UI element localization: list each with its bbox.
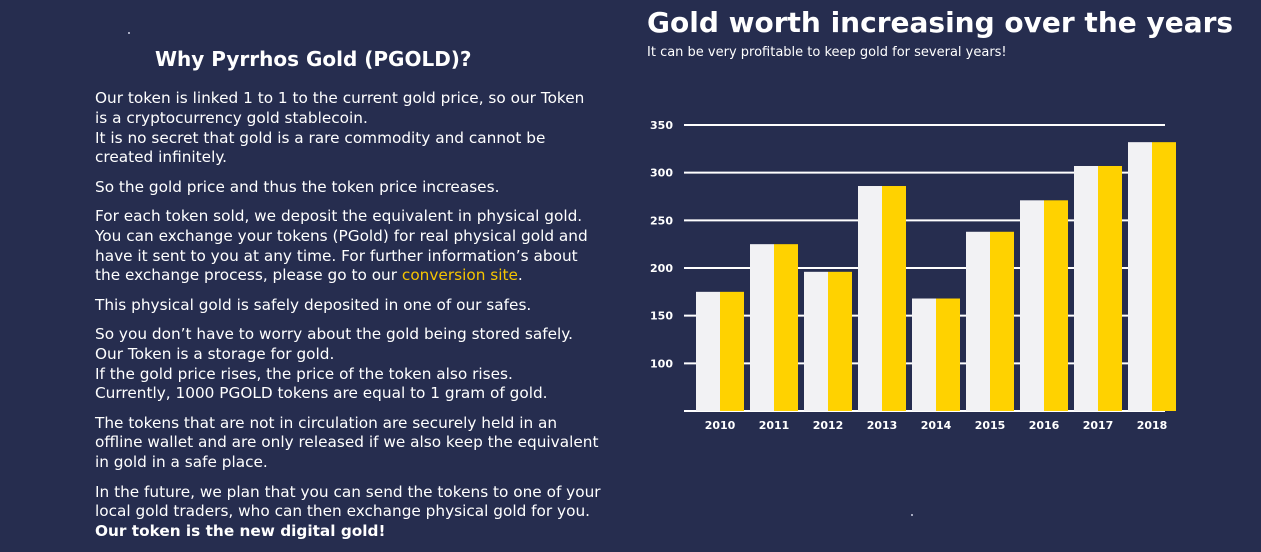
paragraph-price-increase: So the gold price and thus the token pri… <box>95 178 625 198</box>
bar-gold <box>1152 142 1176 411</box>
bar-gold <box>1044 200 1068 411</box>
bar-white <box>804 271 828 411</box>
y-tick-label: 350 <box>650 119 673 132</box>
closing-statement: Our token is the new digital gold! <box>95 522 386 541</box>
bar-white <box>912 298 936 411</box>
text-line: have it sent to you at any time. For fur… <box>95 246 578 265</box>
text-line: local gold traders, who can then exchang… <box>95 502 591 521</box>
paragraph-offline-wallet: The tokens that are not in circulation a… <box>95 414 625 473</box>
paragraph-safes: This physical gold is safely deposited i… <box>95 296 625 316</box>
text-fragment: . <box>517 266 523 285</box>
y-tick-label: 200 <box>650 262 673 275</box>
text-line: is a cryptocurrency gold stablecoin. <box>95 108 368 127</box>
text-line: This physical gold is safely deposited i… <box>95 295 532 314</box>
x-category-label: 2017 <box>1083 419 1114 432</box>
x-category-label: 2014 <box>921 419 952 432</box>
chart-x-labels: 2010 2011 2012 2013 2014 2015 2016 2017 2018 <box>705 419 1168 432</box>
text-line: If the gold price rises, the price of th… <box>95 364 513 383</box>
y-tick-label: 150 <box>650 310 673 323</box>
section-title: Why Pyrrhos Gold (PGOLD)? <box>155 47 472 71</box>
bar-gold <box>828 271 852 411</box>
paragraph-stablecoin: Our token is linked 1 to 1 to the curren… <box>95 89 625 168</box>
bar-white <box>1020 200 1044 411</box>
y-tick-label: 100 <box>650 357 673 370</box>
chart-y-ticks: 100 150 200 250 300 350 <box>650 119 673 370</box>
x-category-label: 2013 <box>867 419 898 432</box>
text-line: So you don’t have to worry about the gol… <box>95 324 573 343</box>
bar-gold <box>936 298 960 411</box>
y-tick-label: 250 <box>650 214 673 227</box>
x-category-label: 2010 <box>705 419 736 432</box>
x-category-label: 2016 <box>1029 419 1060 432</box>
text-line: For each token sold, we deposit the equi… <box>95 206 583 225</box>
y-tick-label: 300 <box>650 167 673 180</box>
text-line: It is no secret that gold is a rare comm… <box>95 128 546 147</box>
bar-white <box>696 291 720 411</box>
x-category-label: 2011 <box>759 419 790 432</box>
bar-white <box>858 186 882 411</box>
text-line: created infinitely. <box>95 148 228 167</box>
x-category-label: 2018 <box>1137 419 1168 432</box>
x-category-label: 2015 <box>975 419 1006 432</box>
bar-gold <box>1098 165 1122 411</box>
text-line: So the gold price and thus the token pri… <box>95 177 500 196</box>
chart-section-subtitle: It can be very profitable to keep gold f… <box>647 45 1007 60</box>
text-line: the exchange process, please go to our c… <box>95 266 625 286</box>
decorative-dot <box>128 32 130 34</box>
bar-white <box>1128 142 1152 411</box>
bar-gold <box>882 186 906 411</box>
text-line: Currently, 1000 PGOLD tokens are equal t… <box>95 384 548 403</box>
conversion-site-link[interactable]: conversion site <box>401 266 518 285</box>
text-fragment: the exchange process, please go to our <box>95 266 402 285</box>
chart-bars <box>696 142 1176 411</box>
bar-white <box>750 244 774 411</box>
bar-gold <box>720 291 744 411</box>
x-category-label: 2012 <box>813 419 844 432</box>
text-line: The tokens that are not in circulation a… <box>95 413 558 432</box>
text-line: In the future, we plan that you can send… <box>95 482 601 501</box>
paragraph-storage: So you don’t have to worry about the gol… <box>95 325 625 404</box>
decorative-dot <box>911 514 913 516</box>
section-body: Our token is linked 1 to 1 to the curren… <box>95 89 625 551</box>
text-line: Our token is linked 1 to 1 to the curren… <box>95 89 585 107</box>
text-line: You can exchange your tokens (PGold) for… <box>95 226 588 245</box>
bar-gold <box>990 231 1014 411</box>
bar-white <box>1074 165 1098 411</box>
text-line: Our Token is a storage for gold. <box>95 344 335 363</box>
paragraph-future: In the future, we plan that you can send… <box>95 483 625 542</box>
bar-gold <box>774 244 798 411</box>
paragraph-physical-gold: For each token sold, we deposit the equi… <box>95 207 625 286</box>
text-line: in gold in a safe place. <box>95 453 268 472</box>
chart-section-title: Gold worth increasing over the years <box>647 6 1234 39</box>
text-line: offline wallet and are only released if … <box>95 433 599 452</box>
bar-white <box>966 231 990 411</box>
